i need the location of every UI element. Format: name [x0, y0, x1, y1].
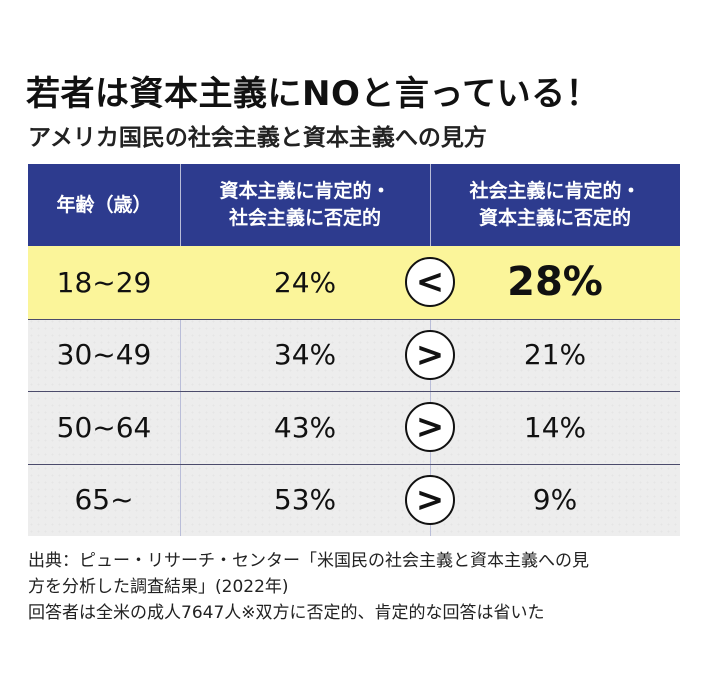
age-cell: 50~64 [56, 410, 152, 444]
column-separator [180, 164, 181, 536]
row-separator [28, 318, 680, 320]
page-subtitle: アメリカ国民の社会主義と資本主義への見方 [28, 125, 487, 151]
source-notes: 出典：ピュー・リサーチ・センター「米国民の社会主義と資本主義への見 方を分析した… [28, 548, 698, 626]
table-header: 年齢（歳） 資本主義に肯定的・ 社会主義に否定的 社会主義に肯定的・ 資本主義に… [28, 164, 680, 246]
page-title: 若者は資本主義にNOと言っている！ [26, 74, 601, 114]
socialism-positive-cell: 21% [523, 338, 587, 372]
table-row: 30~49 34% 21% > [28, 319, 680, 392]
header-age-line: 年齢（歳） [56, 193, 152, 216]
table-row: 65~ 53% 9% > [28, 464, 680, 537]
row-separator [28, 463, 680, 465]
socialism-positive-cell: 9% [532, 483, 578, 517]
capitalism-positive-cell: 53% [273, 483, 337, 517]
socialism-positive-cell: 14% [523, 410, 587, 444]
capitalism-positive-cell: 34% [273, 338, 337, 372]
age-cell: 65~ [74, 483, 134, 517]
header-capitalism-line-2: 社会主義に否定的 [228, 207, 381, 229]
comparison-symbol: < [405, 257, 455, 308]
table-row: 50~64 43% 14% > [28, 391, 680, 464]
header-socialism-line-2: 資本主義に否定的 [478, 207, 631, 229]
comparison-symbol: > [405, 329, 455, 380]
source-note-line: 出典：ピュー・リサーチ・センター「米国民の社会主義と資本主義への見 [28, 551, 589, 571]
source-note-line: 方を分析した調査結果」(2022年) [28, 577, 289, 597]
capitalism-positive-cell: 43% [273, 410, 337, 444]
capitalism-positive-cell: 24% [273, 265, 337, 299]
header-capitalism-line-1: 資本主義に肯定的・ [219, 180, 391, 202]
header-socialism-line-1: 社会主義に肯定的・ [469, 180, 641, 202]
table-row: 18~29 24% 28% < [28, 246, 680, 319]
comparison-symbol: > [405, 474, 455, 525]
header-socialism-positive: 社会主義に肯定的・ 資本主義に否定的 [430, 164, 680, 246]
row-separator [28, 391, 680, 392]
socialism-positive-cell: 28% [507, 259, 603, 306]
source-note-line: 回答者は全米の成人7647人※双方に否定的、肯定的な回答は省いた [28, 603, 545, 623]
age-cell: 18~29 [56, 265, 152, 299]
age-cell: 30~49 [56, 338, 152, 372]
comparison-symbol: > [405, 402, 455, 453]
header-age: 年齢（歳） [28, 164, 180, 246]
header-capitalism-positive: 資本主義に肯定的・ 社会主義に否定的 [180, 164, 430, 246]
comparison-table: 年齢（歳） 資本主義に肯定的・ 社会主義に否定的 社会主義に肯定的・ 資本主義に… [28, 164, 680, 536]
